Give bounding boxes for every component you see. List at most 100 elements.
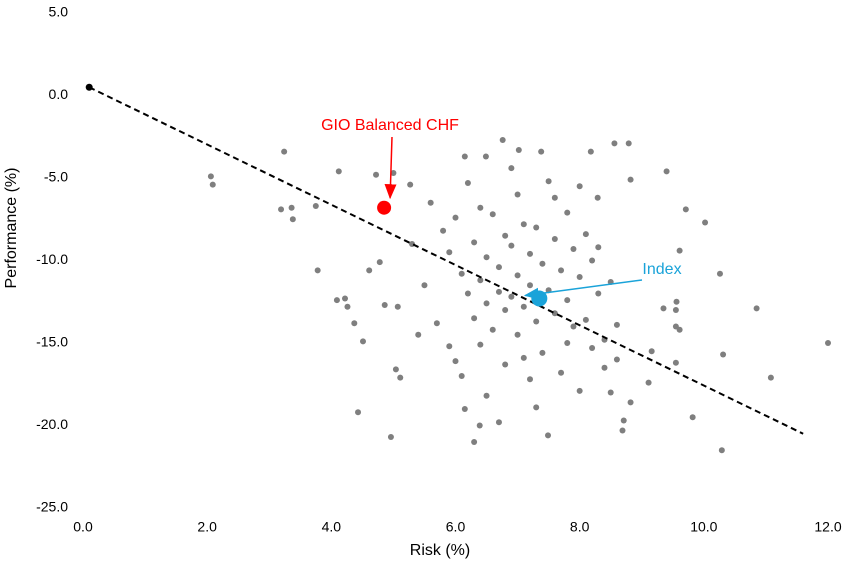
data-point bbox=[452, 214, 459, 221]
data-point bbox=[502, 307, 509, 313]
data-point bbox=[611, 140, 618, 147]
data-point bbox=[539, 260, 546, 267]
data-point bbox=[397, 374, 404, 381]
data-point bbox=[366, 267, 373, 274]
data-point bbox=[767, 374, 774, 381]
data-point bbox=[477, 277, 484, 284]
data-point bbox=[495, 264, 502, 271]
data-point bbox=[648, 348, 655, 355]
data-point bbox=[607, 389, 614, 396]
data-point bbox=[564, 297, 571, 304]
data-point bbox=[461, 153, 468, 160]
data-point bbox=[495, 419, 502, 426]
data-point bbox=[415, 331, 422, 338]
data-point bbox=[471, 439, 478, 445]
data-point bbox=[595, 244, 602, 251]
data-point bbox=[582, 316, 589, 323]
data-point bbox=[392, 366, 399, 373]
data-point bbox=[508, 165, 515, 172]
data-point bbox=[502, 232, 509, 239]
data-point bbox=[570, 245, 577, 252]
data-point bbox=[533, 318, 540, 325]
data-point bbox=[589, 257, 596, 264]
data-point bbox=[427, 199, 434, 206]
data-point bbox=[576, 183, 583, 190]
data-point bbox=[502, 361, 509, 368]
x-tick-label: 0.0 bbox=[73, 519, 93, 535]
highlight-point bbox=[377, 200, 392, 215]
data-point bbox=[359, 338, 366, 345]
data-point bbox=[440, 227, 447, 234]
data-point bbox=[702, 219, 709, 226]
data-point bbox=[595, 290, 602, 297]
data-point bbox=[564, 340, 571, 346]
y-axis-label: Performance (%) bbox=[3, 168, 20, 289]
data-point bbox=[482, 153, 489, 160]
data-point bbox=[545, 432, 552, 439]
data-point bbox=[673, 298, 680, 305]
data-point bbox=[676, 247, 683, 254]
data-point bbox=[672, 359, 679, 366]
data-point bbox=[289, 216, 296, 223]
data-point bbox=[682, 206, 689, 213]
data-point bbox=[613, 321, 620, 328]
data-point bbox=[718, 447, 725, 454]
data-point bbox=[446, 249, 453, 256]
x-tick-label: 6.0 bbox=[446, 519, 466, 535]
data-point bbox=[464, 179, 471, 186]
data-point bbox=[587, 148, 594, 155]
data-point bbox=[381, 302, 388, 309]
y-tick-label: -5.0 bbox=[44, 169, 68, 185]
data-point bbox=[376, 259, 383, 266]
data-point bbox=[387, 434, 394, 441]
data-point bbox=[551, 236, 558, 243]
data-point bbox=[499, 137, 506, 144]
data-point bbox=[514, 331, 521, 338]
data-point bbox=[601, 364, 608, 371]
data-point bbox=[620, 417, 627, 424]
x-axis-label: Risk (%) bbox=[410, 542, 470, 559]
data-point bbox=[288, 204, 295, 211]
data-point bbox=[344, 303, 351, 310]
x-tick-label: 12.0 bbox=[814, 519, 841, 535]
data-point bbox=[645, 379, 652, 386]
data-point bbox=[564, 209, 571, 216]
data-point bbox=[594, 194, 601, 201]
data-point bbox=[520, 354, 527, 361]
data-point bbox=[508, 242, 515, 249]
y-tick-label: -20.0 bbox=[36, 416, 68, 432]
data-point bbox=[458, 270, 465, 277]
data-point bbox=[520, 303, 527, 310]
data-point bbox=[720, 351, 727, 358]
data-point bbox=[390, 170, 397, 177]
data-point bbox=[515, 146, 522, 153]
data-point bbox=[433, 320, 440, 327]
data-point bbox=[477, 341, 484, 348]
data-point bbox=[312, 203, 319, 210]
data-point bbox=[825, 340, 831, 346]
data-point bbox=[716, 270, 723, 277]
data-point bbox=[407, 181, 414, 188]
data-point bbox=[489, 326, 496, 333]
data-point bbox=[625, 140, 632, 147]
data-point bbox=[483, 300, 490, 307]
data-point bbox=[514, 272, 521, 279]
data-point bbox=[341, 295, 348, 302]
data-point bbox=[627, 399, 634, 406]
data-point bbox=[452, 358, 459, 365]
data-point bbox=[558, 369, 565, 376]
data-point bbox=[483, 392, 490, 399]
data-point bbox=[476, 422, 483, 429]
data-point bbox=[576, 274, 583, 280]
data-point bbox=[281, 148, 288, 155]
data-point bbox=[613, 356, 620, 363]
data-point bbox=[421, 282, 428, 289]
data-point bbox=[527, 376, 533, 383]
data-point bbox=[471, 239, 478, 246]
data-point bbox=[394, 303, 401, 310]
x-tick-label: 4.0 bbox=[322, 519, 342, 535]
x-tick-label: 8.0 bbox=[570, 519, 590, 535]
annotation-arrow bbox=[384, 136, 397, 200]
data-point bbox=[538, 148, 545, 155]
